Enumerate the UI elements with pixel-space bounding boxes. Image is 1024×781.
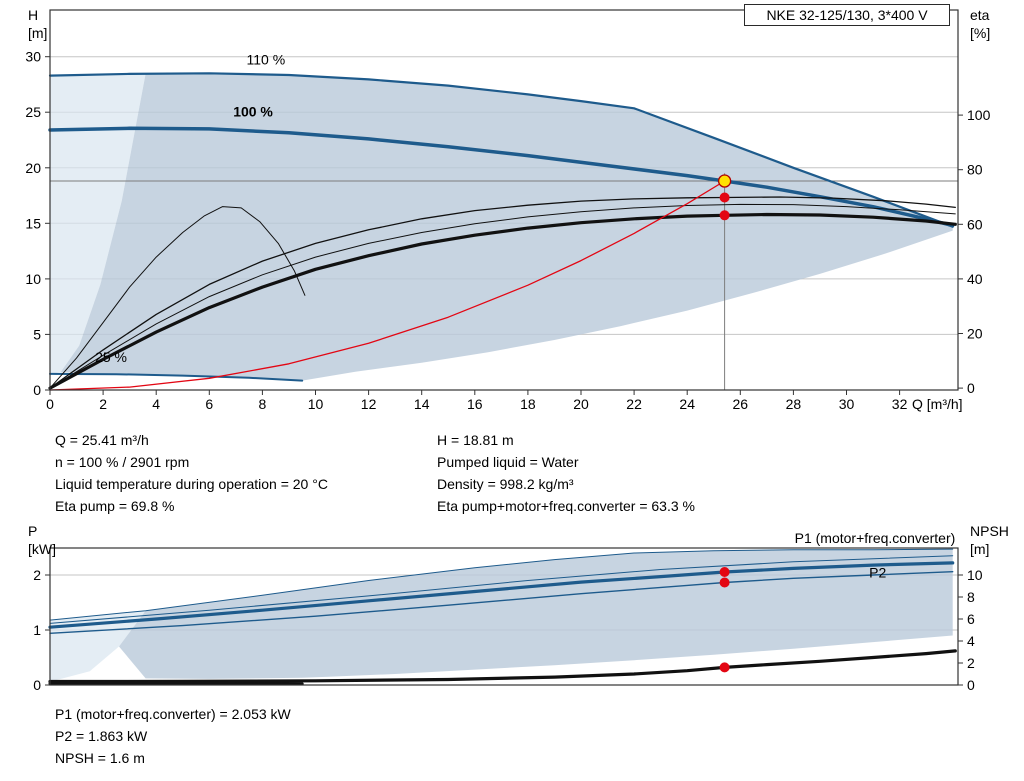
duty-readout-right: H = 18.81 m Pumped liquid = Water Densit… [437,429,695,517]
svg-text:0: 0 [967,677,975,693]
svg-text:[kW]: [kW] [28,541,56,557]
svg-text:30: 30 [25,49,41,65]
svg-text:NPSH: NPSH [970,523,1009,539]
readout-pumped-liquid: Pumped liquid = Water [437,454,579,470]
svg-text:0: 0 [33,382,41,398]
svg-text:25: 25 [25,104,41,120]
svg-text:24: 24 [679,396,695,412]
svg-text:20: 20 [573,396,589,412]
duty-readout-left: Q = 25.41 m³/h n = 100 % / 2901 rpm Liqu… [55,429,328,517]
svg-text:P2: P2 [869,565,886,581]
pump-model-text: NKE 32-125/130, 3*400 V [766,7,928,23]
svg-text:8: 8 [967,589,975,605]
svg-text:P1 (motor+freq.converter): P1 (motor+freq.converter) [795,530,956,546]
svg-text:20: 20 [967,326,983,342]
svg-text:100: 100 [967,107,991,123]
svg-text:2: 2 [99,396,107,412]
svg-text:0: 0 [33,677,41,693]
readout-p2: P2 = 1.863 kW [55,728,148,744]
readout-liquid-temp: Liquid temperature during operation = 20… [55,476,328,492]
svg-text:6: 6 [205,396,213,412]
svg-text:15: 15 [25,215,41,231]
svg-text:1: 1 [33,622,41,638]
power-npsh-chart: 0 1 2 0 2 4 6 8 10 P1 (motor+freq.converter) P2 P [k… [28,523,1009,693]
readout-eta-pump: Eta pump = 69.8 % [55,498,175,514]
svg-text:[m]: [m] [28,25,47,41]
svg-text:28: 28 [786,396,802,412]
svg-text:[%]: [%] [970,25,990,41]
svg-text:14: 14 [414,396,430,412]
svg-text:Q [m³/h]: Q [m³/h] [912,396,963,412]
qh-eta-chart: 0 2 4 6 8 10 12 14 16 18 20 22 24 26 28 30 3205101520253… [25,7,991,412]
svg-text:8: 8 [259,396,267,412]
svg-text:0: 0 [967,380,975,396]
svg-text:20: 20 [25,160,41,176]
svg-text:60: 60 [967,216,983,232]
power-readout: P1 (motor+freq.converter) = 2.053 kW P2 … [55,703,291,769]
svg-text:26: 26 [733,396,749,412]
svg-text:12: 12 [361,396,377,412]
svg-text:100 %: 100 % [233,104,273,120]
svg-text:18: 18 [520,396,536,412]
svg-text:40: 40 [967,271,983,287]
svg-text:2: 2 [33,567,41,583]
readout-npsh: NPSH = 1.6 m [55,750,145,766]
readout-p1: P1 (motor+freq.converter) = 2.053 kW [55,706,291,722]
svg-text:110 %: 110 % [247,51,286,67]
svg-text:6: 6 [967,611,975,627]
svg-text:22: 22 [626,396,642,412]
svg-text:10: 10 [967,567,983,583]
svg-text:4: 4 [967,633,975,649]
readout-flow: Q = 25.41 m³/h [55,432,149,448]
svg-text:2: 2 [967,655,975,671]
svg-text:10: 10 [308,396,324,412]
svg-text:32: 32 [892,396,908,412]
svg-text:0: 0 [46,396,54,412]
svg-text:30: 30 [839,396,855,412]
pump-model-badge: NKE 32-125/130, 3*400 V [744,4,950,26]
svg-text:P: P [28,523,37,539]
svg-text:10: 10 [25,271,41,287]
svg-text:5: 5 [33,326,41,342]
svg-text:25 %: 25 % [95,349,127,365]
svg-text:[m]: [m] [970,541,989,557]
readout-density: Density = 998.2 kg/m³ [437,476,574,492]
svg-text:4: 4 [152,396,160,412]
svg-text:80: 80 [967,162,983,178]
readout-speed: n = 100 % / 2901 rpm [55,454,190,470]
svg-text:16: 16 [467,396,483,412]
readout-head: H = 18.81 m [437,432,514,448]
svg-text:eta: eta [970,7,990,23]
readout-eta-total: Eta pump+motor+freq.converter = 63.3 % [437,498,695,514]
svg-text:H: H [28,7,38,23]
